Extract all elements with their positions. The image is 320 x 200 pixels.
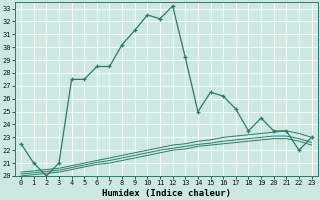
X-axis label: Humidex (Indice chaleur): Humidex (Indice chaleur) — [102, 189, 231, 198]
